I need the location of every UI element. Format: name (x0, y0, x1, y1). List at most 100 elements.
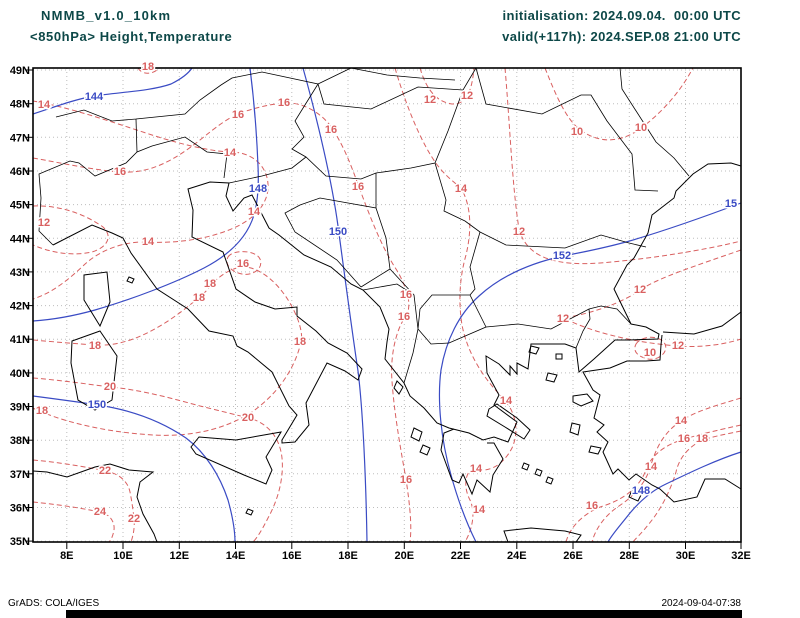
coastline-north-africa (32, 463, 158, 543)
temperature-contour-label: 14 (142, 236, 155, 248)
map-frame (32, 67, 742, 543)
lon-label: 26E (563, 550, 583, 562)
lat-label: 39N (10, 402, 30, 414)
lon-label: 18E (338, 550, 358, 562)
valid-time: valid(+117h): 2024.SEP.08 21:00 UTC (502, 29, 741, 44)
grads-credit: GrADS: COLA/IGES (8, 598, 100, 609)
initialisation-time: initialisation: 2024.09.04. 00:00 UTC (502, 8, 741, 23)
temp-contour-12b (562, 249, 742, 347)
temperature-contour-label: 16 (237, 258, 249, 270)
lon-label: 28E (620, 550, 640, 562)
height-contour-148a (32, 67, 259, 322)
temperature-contour-label: 18 (193, 292, 205, 304)
temperature-contour-label: 22 (99, 465, 111, 477)
temperature-contour-label: 12 (634, 284, 646, 296)
lon-label: 32E (731, 550, 751, 562)
border-bosnia (284, 173, 391, 288)
temp-contour-20a (32, 377, 283, 543)
coastline-sicily (190, 431, 282, 485)
temperature-contour-label: 16 (398, 311, 410, 323)
temperature-contour-label: 14 (38, 99, 51, 111)
temperature-contour-label: 14 (248, 206, 261, 218)
temp-contour-16c (226, 251, 262, 275)
temperature-contour-label: 14 (645, 461, 658, 473)
height-contour-label: 152 (553, 250, 571, 262)
temperature-contour-label: 16 (678, 433, 690, 445)
temperature-contour-label: 12 (38, 217, 50, 229)
temp-contour-14c (591, 397, 742, 543)
axis-labels: 8E 10E 12E 14E 16E 18E 20E 22E 24E 26E 28E 30E 32E 49… (10, 65, 751, 562)
border-bulgaria-turkey (485, 305, 632, 349)
temperature-contour-label: 10 (571, 126, 583, 138)
border-alps (38, 67, 477, 246)
lon-label: 20E (395, 550, 415, 562)
temperature-contour-label: 16 (232, 109, 244, 121)
height-contour-label: 150 (88, 399, 106, 411)
height-contour-144 (32, 67, 193, 115)
lon-label: 14E (226, 550, 246, 562)
temperature-contour-label: 12 (557, 313, 569, 325)
temperature-contour-label: 22 (128, 513, 140, 525)
temp-contour-16b (565, 424, 742, 543)
temp-contour-16a (32, 102, 412, 543)
contour-labels: 18 14 16 16 12 12 10 10 16 14 16 16 14 12 14 14 12 16 18 18… (34, 60, 738, 527)
coastline-crete (503, 527, 582, 543)
render-timestamp: 2024-09-04-07:38 (661, 598, 741, 609)
border-hungary (228, 83, 464, 184)
lon-label: 16E (282, 550, 302, 562)
temperature-contour-label: 12 (424, 94, 436, 106)
temperature-contour-label: 14 (470, 463, 483, 475)
temp-contour-18b (32, 266, 303, 436)
lat-label: 37N (10, 469, 30, 481)
lat-label: 47N (10, 132, 30, 144)
lon-label: 30E (676, 550, 696, 562)
temperature-contour-label: 10 (644, 347, 656, 359)
border-romania-moldova (475, 67, 690, 192)
temp-contour-10a (544, 67, 694, 141)
lat-label: 44N (10, 233, 30, 245)
height-contour-150a (302, 67, 368, 543)
lon-label: 24E (507, 550, 527, 562)
temp-contour-18a (137, 67, 160, 74)
coastline-peloponnese (440, 428, 504, 496)
temperature-contour-label: 14 (224, 147, 237, 159)
height-contour-label: 144 (85, 91, 104, 103)
height-contour-148b (607, 451, 742, 543)
temperature-contour-label: 14 (455, 183, 468, 195)
border-serbia-danube (434, 162, 647, 296)
country-borders (38, 67, 690, 384)
temperature-contour-label: 14 (675, 415, 688, 427)
temperature-contour-label: 16 (352, 181, 364, 193)
lat-label: 38N (10, 435, 30, 447)
temperature-contours (32, 67, 742, 543)
height-contours (32, 67, 742, 543)
axis-ticks (26, 69, 742, 549)
bottom-bar (66, 610, 742, 618)
temperature-contour-label: 10 (635, 122, 647, 134)
temp-contour-14b (394, 67, 517, 543)
temperature-contour-label: 18 (294, 336, 306, 348)
lat-label: 36N (10, 503, 30, 515)
temperature-contour-label: 18 (89, 340, 101, 352)
temp-contour-18c (632, 430, 742, 543)
temperature-contour-label: 16 (114, 166, 126, 178)
lat-label: 41N (10, 334, 30, 346)
lat-label: 43N (10, 267, 30, 279)
lat-label: 49N (10, 65, 30, 77)
temp-contour-12d (32, 205, 109, 255)
temp-contour-24a (32, 501, 115, 543)
height-contour-label: 15 (725, 198, 737, 210)
level-variables: <850hPa> Height,Temperature (30, 29, 233, 44)
temperature-contour-label: 16 (325, 124, 337, 136)
height-contour-150b (32, 395, 236, 543)
coastline-black-sea-turkey (662, 311, 742, 335)
temperature-contour-label: 14 (473, 504, 486, 516)
temperature-contour-label: 12 (672, 340, 684, 352)
temperature-contour-label: 16 (400, 289, 412, 301)
temp-contour-22a (32, 459, 135, 543)
lat-label: 42N (10, 301, 30, 313)
model-title: NMMB_v1.0_10km (41, 8, 172, 23)
lat-label: 48N (10, 99, 30, 111)
